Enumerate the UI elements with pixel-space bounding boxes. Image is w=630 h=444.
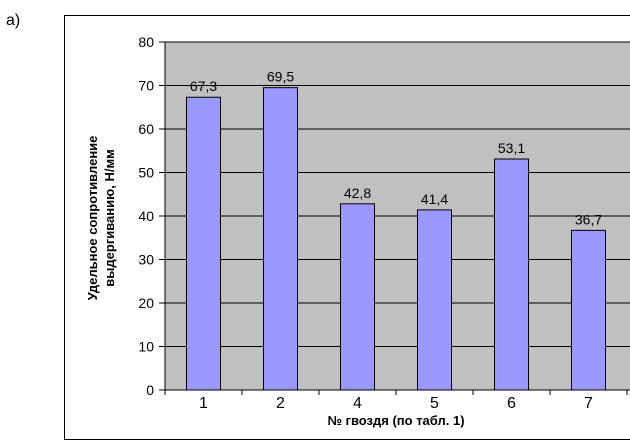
y-tick-label: 70 (138, 78, 154, 94)
gridlines (159, 41, 630, 395)
data-label: 53,1 (498, 140, 525, 156)
x-axis-title: № гвоздя (по табл. 1) (327, 413, 464, 428)
y-tick-label: 80 (138, 34, 154, 50)
y-tick-label: 20 (138, 295, 154, 311)
data-label: 69,5 (267, 69, 294, 85)
panel-label: а) (6, 12, 21, 29)
x-tick-label: 7 (584, 395, 593, 412)
y-tick-labels: 0 10 20 30 40 50 60 70 80 (138, 34, 154, 398)
bar (340, 203, 375, 391)
y-tick-label: 50 (138, 165, 154, 181)
bars (186, 87, 606, 391)
bar (186, 96, 221, 391)
x-tick-label: 1 (199, 395, 208, 412)
y-tick-label: 0 (146, 382, 154, 398)
data-label: 36,7 (575, 211, 602, 227)
y-axis-title-line-2: выдергиванию, Н/мм (102, 149, 117, 286)
bar (571, 229, 606, 391)
x-tick-label: 2 (276, 395, 285, 412)
chart-frame (64, 15, 630, 440)
y-tick-label: 60 (138, 121, 154, 137)
y-axis-title-line-1: Удельное сопротивление (85, 136, 100, 301)
x-tick-label: 6 (507, 395, 516, 412)
data-labels: 67,3 69,5 42,8 41,4 53,1 36,7 (190, 69, 602, 228)
y-tick-label: 40 (138, 208, 154, 224)
data-label: 41,4 (421, 191, 448, 207)
x-tick-label: 4 (353, 395, 362, 412)
x-tick-labels: 1 2 4 5 6 7 (199, 395, 593, 412)
bar (417, 209, 452, 391)
y-tick-label: 10 (138, 339, 154, 355)
data-label: 67,3 (190, 78, 217, 94)
y-tick-label: 30 (138, 252, 154, 268)
bar (263, 87, 298, 391)
data-label: 42,8 (344, 185, 371, 201)
bar (494, 158, 529, 391)
x-tick-label: 5 (430, 395, 439, 412)
